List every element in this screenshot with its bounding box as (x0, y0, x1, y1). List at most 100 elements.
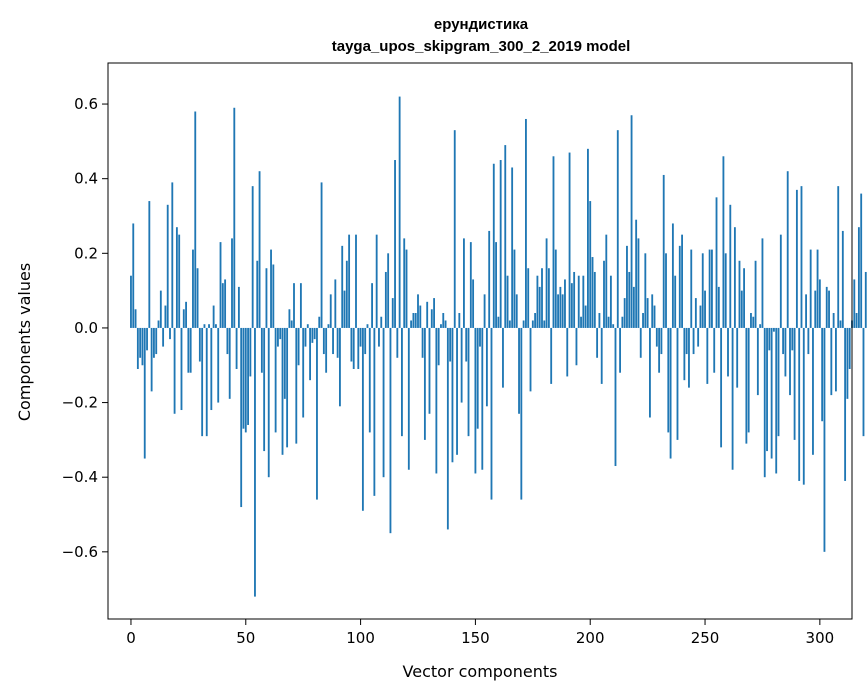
bar-189 (564, 279, 566, 328)
bar-319 (862, 327, 865, 437)
bar-64 (277, 327, 279, 347)
bar-131 (430, 309, 433, 328)
bar-94 (345, 260, 348, 328)
bar-212 (616, 130, 619, 328)
bar-37 (215, 324, 217, 328)
bar-174 (529, 327, 532, 392)
bar-196 (580, 316, 582, 328)
bar-237 (674, 275, 677, 328)
bar-289 (793, 327, 796, 440)
bar-234 (667, 327, 670, 433)
bar-101 (361, 327, 364, 511)
bar-1 (132, 223, 135, 328)
bar-181 (545, 238, 548, 328)
bar-90 (336, 327, 339, 358)
bar-4 (139, 327, 142, 358)
bar-162 (502, 327, 504, 388)
bar-132 (433, 298, 435, 328)
bar-264 (736, 327, 739, 388)
bar-68 (286, 327, 289, 448)
bar-8 (148, 201, 151, 328)
bar-158 (492, 163, 495, 328)
bar-146 (465, 327, 468, 362)
bar-219 (632, 286, 635, 328)
bar-52 (249, 327, 252, 377)
bar-15 (164, 305, 167, 328)
bar-76 (304, 327, 307, 347)
bar-48 (240, 327, 243, 508)
bar-30 (198, 327, 201, 362)
bar-236 (671, 223, 674, 328)
bar-195 (577, 275, 580, 328)
bar-233 (665, 253, 667, 328)
bar-130 (428, 327, 431, 414)
bar-257 (720, 327, 723, 448)
bar-268 (745, 327, 748, 444)
bar-280 (773, 327, 775, 332)
bar-47 (237, 286, 240, 328)
bar-247 (697, 327, 700, 347)
bar-62 (272, 264, 275, 328)
y-tick-label: 0.4 (74, 170, 98, 188)
bar-59 (265, 268, 268, 328)
bar-67 (283, 327, 286, 399)
bar-192 (570, 283, 573, 328)
bar-175 (531, 320, 534, 328)
bar-265 (738, 260, 741, 328)
bar-307 (835, 327, 837, 392)
bar-86 (327, 324, 330, 328)
bar-173 (527, 268, 530, 328)
bar-113 (389, 327, 392, 534)
bar-43 (228, 327, 231, 399)
bar-78 (309, 327, 311, 381)
bar-28 (194, 111, 197, 328)
bar-313 (848, 327, 851, 369)
bar-87 (329, 294, 332, 328)
bar-274 (759, 324, 762, 328)
bar-109 (380, 316, 383, 328)
bar-110 (382, 327, 385, 478)
bar-11 (155, 327, 158, 355)
bar-159 (495, 242, 497, 328)
bar-251 (706, 327, 709, 384)
bar-169 (518, 327, 520, 414)
bar-104 (368, 327, 371, 433)
bar-271 (752, 316, 755, 328)
bar-253 (711, 249, 713, 328)
bar-299 (816, 249, 819, 328)
bar-50 (244, 327, 247, 433)
x-tick-label: 300 (806, 629, 835, 647)
bar-26 (189, 327, 192, 373)
bar-51 (247, 327, 249, 425)
bar-33 (205, 327, 208, 437)
bar-180 (543, 320, 546, 328)
bar-10 (153, 327, 155, 358)
bar-290 (795, 189, 798, 328)
bar-70 (290, 320, 293, 328)
bar-286 (786, 171, 789, 328)
bar-320 (864, 271, 867, 328)
bar-112 (387, 253, 390, 328)
bar-105 (371, 283, 373, 328)
bar-0 (130, 275, 132, 328)
bar-201 (591, 257, 594, 328)
bar-18 (171, 182, 174, 328)
bar-284 (782, 327, 785, 355)
chart-title: ерундистика (434, 16, 529, 33)
bar-186 (557, 294, 559, 328)
bar-168 (515, 294, 518, 328)
bar-25 (187, 327, 190, 373)
bar-124 (414, 313, 417, 328)
bar-228 (653, 305, 656, 328)
bar-272 (754, 260, 757, 328)
bar-172 (525, 118, 527, 328)
bar-149 (472, 279, 475, 328)
bar-49 (242, 327, 245, 429)
bar-32 (203, 324, 206, 328)
bar-273 (756, 327, 759, 396)
bar-194 (575, 327, 578, 366)
bar-232 (662, 174, 665, 328)
bar-156 (488, 230, 491, 328)
bar-38 (217, 327, 220, 403)
